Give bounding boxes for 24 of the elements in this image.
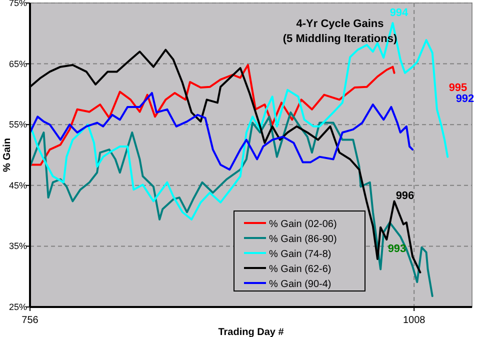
line-series — [29, 111, 434, 298]
x-tick-label: 756 — [22, 315, 39, 326]
y-tick-label: 75% — [8, 0, 27, 8]
y-axis-title: % Gain — [2, 138, 13, 172]
x-axis-title: Trading Day # — [218, 327, 284, 337]
legend-label: % Gain (90-4) — [269, 279, 332, 290]
annotation: 993 — [388, 243, 406, 255]
annotation: 992 — [456, 93, 474, 105]
annotation: 995 — [448, 82, 468, 94]
y-tick-label: 25% — [8, 302, 27, 312]
x-tick-label: 1008 — [402, 315, 426, 326]
legend-label: % Gain (02-06) — [269, 219, 337, 230]
annotation: 996 — [396, 190, 414, 202]
line-series — [29, 92, 414, 171]
annotation: 994 — [390, 7, 410, 19]
y-tick-label: 35% — [8, 241, 27, 252]
legend-label: % Gain (86-90) — [269, 234, 337, 245]
text: 4-Yr Cycle Gains — [296, 18, 384, 30]
line-series — [29, 64, 396, 166]
legend-label: % Gain (62-6) — [269, 264, 332, 275]
legend-label: % Gain (74-8) — [269, 249, 332, 260]
y-tick-label: 45% — [8, 180, 27, 190]
y-tick-label: 55% — [8, 120, 27, 130]
y-tick-label: 65% — [8, 58, 27, 69]
